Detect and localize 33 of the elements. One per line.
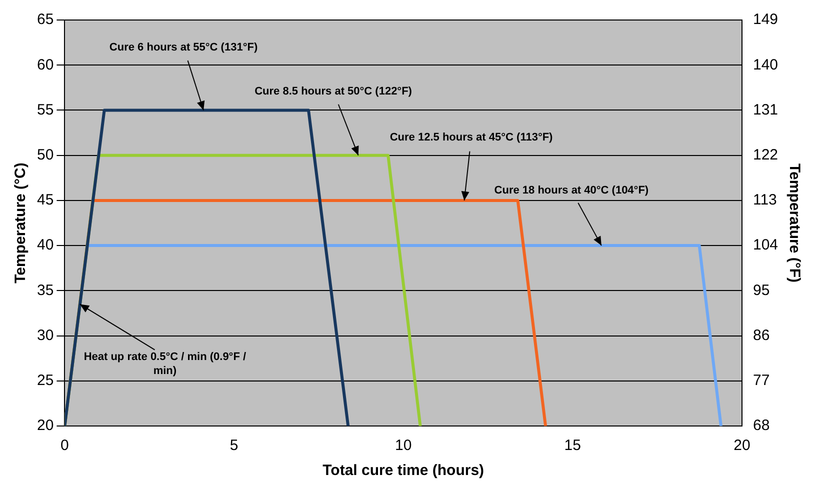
annotation: Cure 18 hours at 40°C (104°F) (494, 184, 649, 197)
x-axis-title: Total cure time (hours) (322, 462, 484, 480)
annotation: Cure 12.5 hours at 45°C (113°F) (390, 131, 554, 144)
y-tick-label: 65 (36, 11, 54, 28)
y2-tick-label: 122 (752, 146, 778, 164)
y2-tick-label: 140 (752, 56, 778, 74)
y2-tick-label: 104 (752, 236, 778, 254)
y-tick-label: 50 (36, 146, 54, 164)
y2-tick-label: 113 (752, 192, 777, 209)
y2-tick-label: 86 (752, 326, 770, 344)
y-tick-label: 60 (36, 56, 54, 74)
y2-tick-label: 131 (752, 101, 778, 118)
x-tick-label: 10 (394, 437, 412, 454)
y-tick-label: 55 (36, 101, 54, 118)
y2-tick-label: 149 (752, 11, 778, 28)
y2-tick-label: 68 (752, 417, 770, 434)
y-tick-label: 25 (36, 372, 54, 390)
annotation: Cure 6 hours at 55°C (131°F) (109, 41, 258, 54)
y-axis-title: Temperature (°C) (12, 162, 30, 284)
y-tick-label: 30 (36, 326, 54, 344)
x-tick-label: 0 (60, 437, 69, 454)
x-tick-label: 5 (230, 437, 238, 454)
y-tick-label: 20 (36, 417, 54, 434)
y-tick-label: 45 (36, 192, 54, 209)
y2-axis-title: Temperature (°F) (786, 163, 803, 283)
y2-tick-label: 95 (752, 282, 770, 299)
x-tick-label: 20 (734, 437, 750, 454)
y-tick-label: 35 (36, 282, 54, 299)
y2-tick-label: 77 (752, 372, 770, 390)
annotation: Heat up rate 0.5°C / min (0.9°F / min) (84, 351, 246, 378)
y-tick-label: 40 (36, 236, 54, 254)
x-tick-label: 15 (564, 437, 581, 454)
annotation: Cure 8.5 hours at 50°C (122°F) (254, 85, 412, 98)
